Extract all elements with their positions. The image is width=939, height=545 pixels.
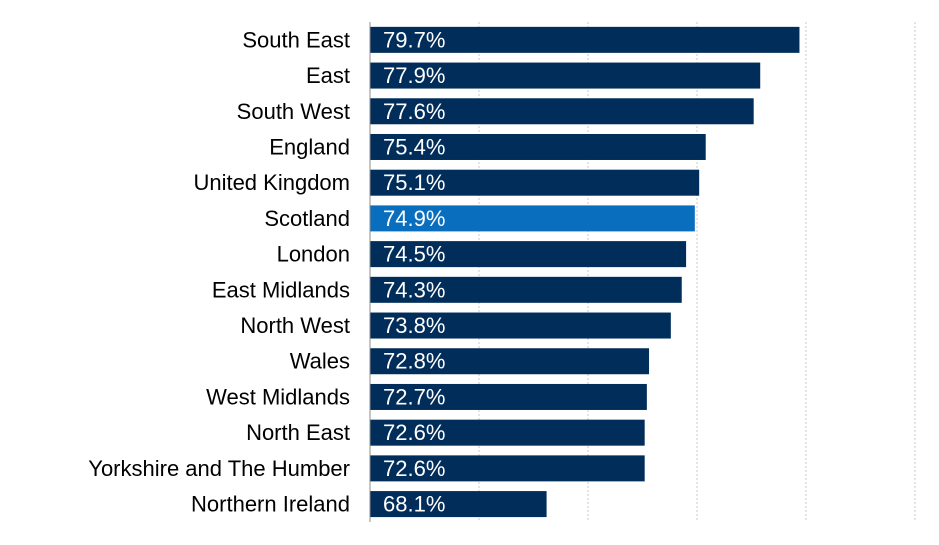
category-label: Scotland — [264, 206, 350, 231]
category-label: United Kingdom — [193, 170, 350, 195]
bar-north-west — [370, 312, 671, 339]
category-label: West Midlands — [206, 384, 350, 409]
value-label: 68.1% — [383, 492, 445, 517]
value-label: 74.9% — [383, 206, 445, 231]
bar-wales — [370, 348, 650, 375]
category-label: London — [277, 242, 350, 267]
value-labels: 79.7% 77.9% 77.6% 75.4% 75.1% 74.9% 74.5% 74.3%… — [383, 27, 445, 516]
category-label: South West — [237, 99, 350, 124]
bar-scotland — [370, 205, 695, 232]
category-label: East — [306, 63, 350, 88]
bar-england — [370, 133, 706, 160]
category-label: Northern Ireland — [191, 492, 350, 517]
value-label: 79.7% — [383, 27, 445, 52]
category-label: Wales — [290, 349, 350, 374]
category-label: North West — [240, 313, 350, 338]
category-label: East Midlands — [212, 277, 350, 302]
gridlines — [478, 22, 916, 522]
value-label: 72.7% — [383, 384, 445, 409]
bar-east — [370, 62, 761, 89]
value-label: 72.8% — [383, 349, 445, 374]
bar-east-midlands — [370, 276, 682, 303]
value-label: 74.5% — [383, 242, 445, 267]
value-label: 77.6% — [383, 99, 445, 124]
value-label: 72.6% — [383, 420, 445, 445]
category-label: South East — [242, 27, 350, 52]
bar-united-kingdom — [370, 169, 700, 196]
value-label: 75.1% — [383, 170, 445, 195]
category-label: Yorkshire and The Humber — [88, 456, 350, 481]
value-label: 73.8% — [383, 313, 445, 338]
value-label: 72.6% — [383, 456, 445, 481]
bar-south-east — [370, 26, 800, 53]
bar-london — [370, 241, 687, 268]
bar-yorkshire-and-the-humber — [370, 455, 645, 482]
bar-north-east — [370, 419, 645, 446]
bars — [370, 26, 800, 518]
value-label: 74.3% — [383, 277, 445, 302]
value-label: 75.4% — [383, 134, 445, 159]
bar-northern-ireland — [370, 491, 547, 518]
category-labels: South East East South West England United Ki… — [88, 27, 350, 516]
category-label: North East — [246, 420, 350, 445]
bar-south-west — [370, 98, 754, 125]
value-label: 77.9% — [383, 63, 445, 88]
category-label: England — [269, 134, 350, 159]
bar-west-midlands — [370, 383, 647, 410]
